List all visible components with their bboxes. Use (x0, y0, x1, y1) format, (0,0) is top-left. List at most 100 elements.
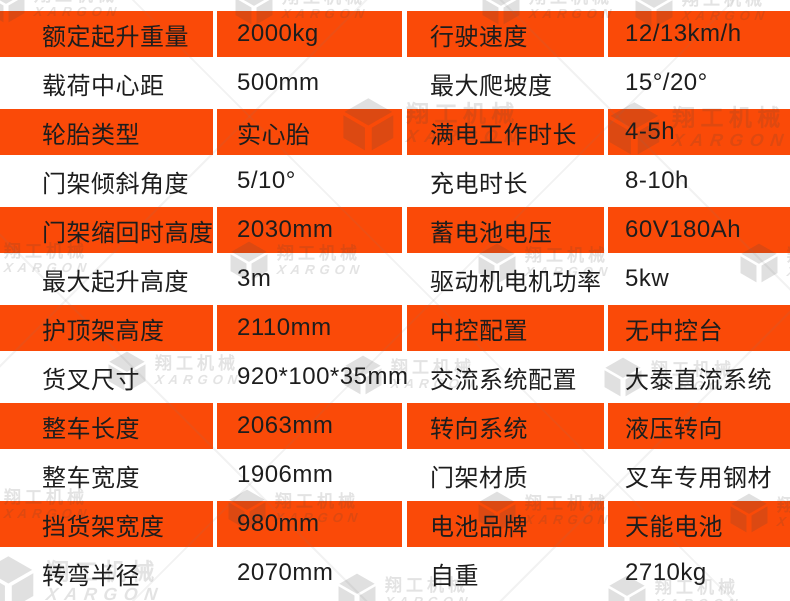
spec-value-cell: 2710kg (608, 547, 790, 599)
spec-label: 门架缩回时高度 (42, 219, 214, 247)
spec-value: 2000kg (237, 20, 319, 47)
spec-value-cell: 12/13km/h (608, 11, 790, 57)
spec-label: 充电时长 (430, 170, 528, 198)
spec-label: 门架材质 (430, 464, 528, 492)
table-row: 最大起升高度 3m 驱动机电机功率 5kw (0, 253, 790, 305)
spec-label-cell: 交流系统配置 (407, 351, 604, 403)
spec-value-cell: 4-5h (608, 109, 790, 155)
spec-value: 叉车专用钢材 (625, 464, 772, 492)
spec-label-cell: 驱动机电机功率 (407, 253, 604, 305)
spec-value-cell: 8-10h (608, 155, 790, 207)
spec-label-cell: 门架缩回时高度 (0, 207, 213, 253)
spec-value: 5/10° (237, 167, 296, 194)
spec-value-cell: 大泰直流系统 (608, 351, 790, 403)
spec-value-cell: 920*100*35mm (217, 351, 408, 403)
spec-label-cell: 转弯半径 (0, 547, 213, 599)
spec-value-cell: 3m (217, 253, 402, 305)
spec-value: 2110mm (237, 314, 332, 341)
spec-label-cell: 电池品牌 (407, 501, 604, 547)
spec-value-cell: 500mm (217, 57, 402, 109)
table-row: 额定起升重量 2000kg 行驶速度 12/13km/h (0, 11, 790, 57)
table-row: 载荷中心距 500mm 最大爬坡度 15°/20° (0, 57, 790, 109)
spec-value: 2070mm (237, 559, 334, 586)
spec-value: 15°/20° (625, 69, 708, 96)
spec-label: 护顶架高度 (42, 317, 165, 345)
spec-label: 蓄电池电压 (430, 219, 553, 247)
spec-value: 60V180Ah (625, 216, 742, 243)
spec-label-cell: 最大爬坡度 (407, 57, 604, 109)
spec-value: 920*100*35mm (237, 363, 409, 390)
table-row: 整车宽度 1906mm 门架材质 叉车专用钢材 (0, 449, 790, 501)
spec-value-cell: 2063mm (217, 403, 402, 449)
spec-label-cell: 货叉尺寸 (0, 351, 213, 403)
spec-label: 最大爬坡度 (430, 72, 553, 100)
spec-value: 2063mm (237, 412, 334, 439)
spec-label-cell: 自重 (407, 547, 604, 599)
spec-value: 1906mm (237, 461, 334, 488)
table-row: 转弯半径 2070mm 自重 2710kg (0, 547, 790, 599)
spec-value-cell: 980mm (217, 501, 402, 547)
spec-value: 天能电池 (625, 513, 723, 541)
spec-value: 大泰直流系统 (625, 366, 772, 394)
table-row: 货叉尺寸 920*100*35mm 交流系统配置 大泰直流系统 (0, 351, 790, 403)
spec-label: 额定起升重量 (42, 23, 189, 51)
spec-label-cell: 门架倾斜角度 (0, 155, 213, 207)
spec-label: 整车宽度 (42, 464, 140, 492)
table-row: 轮胎类型 实心胎 满电工作时长 4-5h (0, 109, 790, 155)
spec-value-cell: 5/10° (217, 155, 402, 207)
spec-value: 2710kg (625, 559, 707, 586)
spec-label: 中控配置 (430, 317, 528, 345)
spec-label: 门架倾斜角度 (42, 170, 189, 198)
spec-value: 12/13km/h (625, 20, 742, 47)
spec-value-cell: 液压转向 (608, 403, 790, 449)
spec-label: 驱动机电机功率 (430, 268, 602, 296)
spec-label-cell: 充电时长 (407, 155, 604, 207)
table-row: 护顶架高度 2110mm 中控配置 无中控台 (0, 305, 790, 351)
spec-label: 挡货架宽度 (42, 513, 165, 541)
spec-label-cell: 蓄电池电压 (407, 207, 604, 253)
table-row: 整车长度 2063mm 转向系统 液压转向 (0, 403, 790, 449)
spec-value-cell: 60V180Ah (608, 207, 790, 253)
spec-value-cell: 15°/20° (608, 57, 790, 109)
spec-value: 5kw (625, 265, 670, 292)
spec-label: 转向系统 (430, 415, 528, 443)
spec-label-cell: 载荷中心距 (0, 57, 213, 109)
spec-label-cell: 整车宽度 (0, 449, 213, 501)
spec-value: 3m (237, 265, 272, 292)
spec-value-cell: 2110mm (217, 305, 402, 351)
spec-label: 最大起升高度 (42, 268, 189, 296)
spec-label-cell: 挡货架宽度 (0, 501, 213, 547)
spec-value-cell: 无中控台 (608, 305, 790, 351)
spec-label: 轮胎类型 (42, 121, 140, 149)
spec-label-cell: 额定起升重量 (0, 11, 213, 57)
spec-value-cell: 2070mm (217, 547, 402, 599)
spec-label: 自重 (430, 562, 479, 590)
spec-value: 无中控台 (625, 317, 723, 345)
spec-label: 货叉尺寸 (42, 366, 140, 394)
spec-value: 980mm (237, 510, 320, 537)
spec-label: 转弯半径 (42, 562, 140, 590)
spec-label-cell: 转向系统 (407, 403, 604, 449)
spec-value-cell: 天能电池 (608, 501, 790, 547)
spec-label-cell: 护顶架高度 (0, 305, 213, 351)
spec-value-cell: 叉车专用钢材 (608, 449, 790, 501)
spec-label-cell: 最大起升高度 (0, 253, 213, 305)
spec-value-cell: 2030mm (217, 207, 402, 253)
spec-label: 满电工作时长 (430, 121, 577, 149)
spec-label: 整车长度 (42, 415, 140, 443)
table-row: 门架倾斜角度 5/10° 充电时长 8-10h (0, 155, 790, 207)
spec-value: 液压转向 (625, 415, 723, 443)
spec-value: 500mm (237, 69, 320, 96)
spec-value-cell: 5kw (608, 253, 790, 305)
spec-value-cell: 1906mm (217, 449, 402, 501)
spec-value: 实心胎 (237, 121, 311, 149)
spec-label: 载荷中心距 (42, 72, 165, 100)
spec-label: 电池品牌 (430, 513, 528, 541)
spec-label-cell: 轮胎类型 (0, 109, 213, 155)
table-row: 挡货架宽度 980mm 电池品牌 天能电池 (0, 501, 790, 547)
spec-value-cell: 实心胎 (217, 109, 402, 155)
spec-label-cell: 满电工作时长 (407, 109, 604, 155)
spec-label: 行驶速度 (430, 23, 528, 51)
